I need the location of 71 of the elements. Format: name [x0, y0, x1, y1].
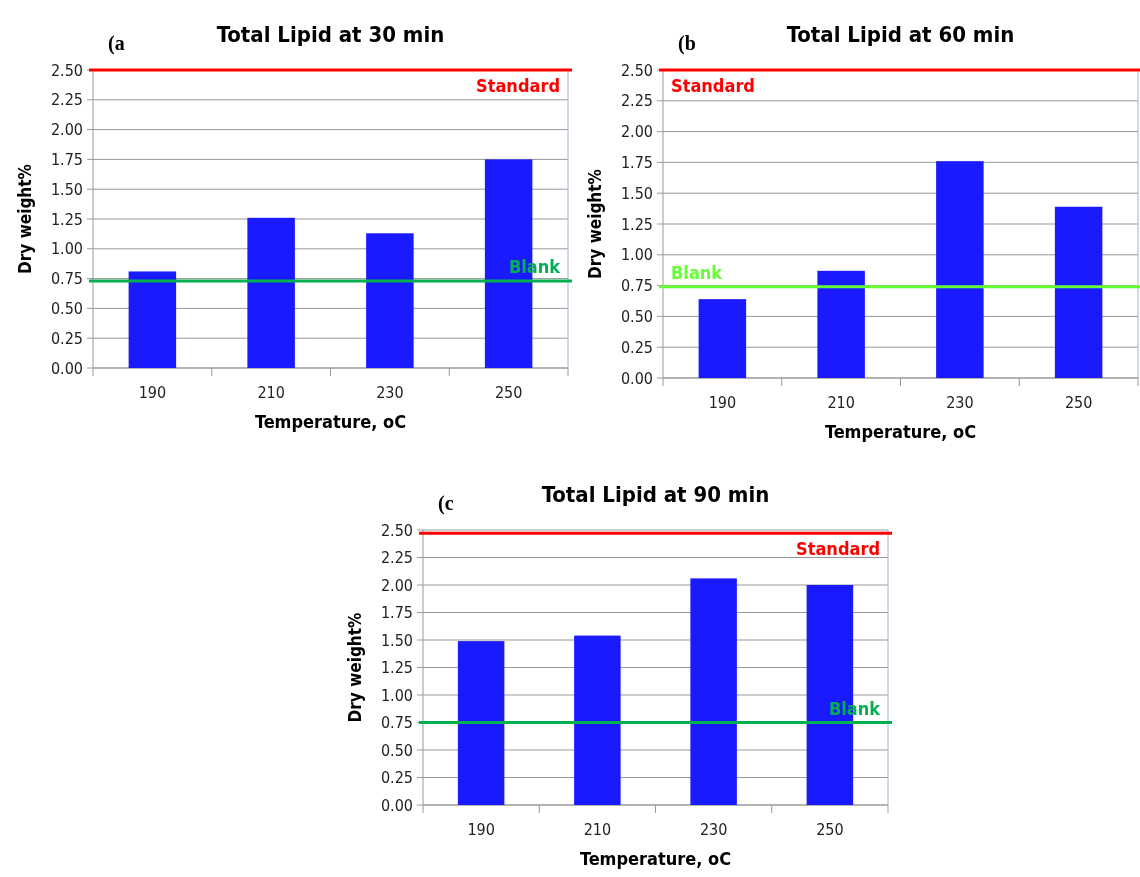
y-tick-label: 0.50: [620, 307, 653, 326]
y-tick-label: 2.00: [50, 120, 83, 140]
x-tick-label: 210: [583, 820, 612, 839]
chart-title: Total Lipid at 60 min: [786, 22, 1015, 47]
y-tick-label: 0.50: [50, 299, 83, 318]
x-tick-label: 230: [376, 383, 404, 402]
y-tick-label: 2.00: [620, 122, 653, 142]
y-tick-label: 1.00: [620, 245, 653, 265]
y-tick-label: 1.75: [380, 603, 413, 623]
y-tick-label: 1.00: [50, 239, 83, 259]
y-tick-label: 0.75: [380, 713, 413, 733]
x-tick-label: 250: [494, 383, 523, 402]
y-axis-title: Dry weight%: [585, 169, 605, 279]
bar: [817, 270, 865, 378]
bar: [936, 161, 984, 378]
y-tick-label: 1.25: [620, 214, 653, 234]
y-tick-label: 0.75: [50, 269, 83, 289]
y-tick-label: 1.00: [380, 685, 413, 705]
x-tick-label: 190: [708, 393, 737, 412]
y-tick-label: 1.50: [620, 183, 653, 203]
chart-title: Total Lipid at 30 min: [216, 22, 445, 47]
bar: [457, 641, 505, 805]
ref-line-label: Blank: [671, 261, 724, 283]
y-tick-label: 0.25: [620, 337, 653, 357]
ref-line-label: Standard: [476, 75, 560, 96]
y-tick-label: 1.50: [50, 179, 83, 199]
chart-title: Total Lipid at 90 min: [541, 482, 770, 507]
y-tick-label: 2.50: [380, 520, 413, 540]
x-axis-title: Temperature, oC: [254, 411, 407, 432]
bar: [690, 578, 737, 805]
ref-line-label: Standard: [796, 538, 880, 560]
text: (c: [438, 492, 454, 515]
bar: [128, 271, 177, 368]
y-tick-label: 1.75: [50, 150, 83, 169]
y-tick-label: 0.00: [380, 795, 413, 815]
y-tick-label: 0.00: [50, 358, 83, 378]
bar: [1054, 206, 1103, 378]
y-tick-label: 1.25: [380, 658, 413, 678]
x-tick-label: 250: [1064, 393, 1093, 412]
y-tick-label: 0.00: [620, 368, 653, 388]
y-tick-label: 2.50: [50, 60, 83, 80]
bar: [574, 635, 621, 805]
x-tick-label: 190: [467, 820, 495, 839]
y-tick-label: 2.25: [380, 548, 413, 568]
y-axis-title: Dry weight%: [345, 612, 365, 723]
bar: [247, 217, 295, 368]
bar: [366, 233, 414, 368]
x-tick-label: 210: [827, 393, 855, 412]
x-tick-label: 250: [816, 820, 844, 839]
y-tick-label: 0.25: [380, 768, 413, 788]
text: (b: [678, 32, 696, 55]
x-axis-title: Temperature, oC: [579, 848, 732, 869]
text: (a: [108, 32, 125, 55]
y-tick-label: 1.50: [380, 630, 413, 650]
x-tick-label: 190: [138, 383, 167, 402]
y-tick-label: 2.50: [620, 60, 653, 80]
y-tick-label: 0.25: [50, 328, 83, 348]
y-tick-label: 0.50: [380, 740, 413, 760]
y-tick-label: 1.25: [50, 209, 83, 229]
y-tick-label: 2.25: [620, 91, 653, 111]
x-axis-title: Temperature, oC: [824, 421, 977, 442]
y-tick-label: 1.75: [620, 153, 653, 172]
y-tick-label: 2.00: [380, 575, 413, 595]
x-tick-label: 230: [699, 820, 728, 839]
y-tick-label: 0.75: [620, 276, 653, 296]
bar: [698, 299, 747, 378]
y-axis-title: Dry weight%: [15, 164, 35, 274]
ref-line-label: Standard: [671, 75, 755, 96]
x-tick-label: 210: [257, 383, 285, 402]
x-tick-label: 230: [946, 393, 974, 412]
y-tick-label: 2.25: [50, 90, 83, 110]
